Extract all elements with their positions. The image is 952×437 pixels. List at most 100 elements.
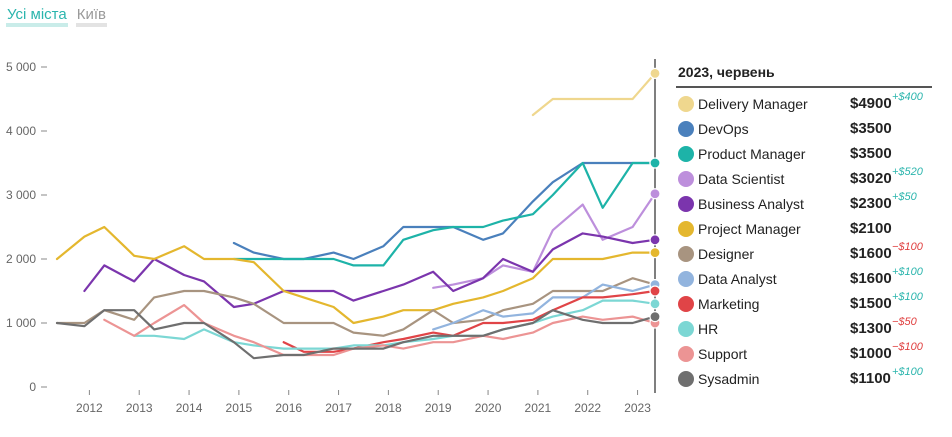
x-tick-label: 2021: [525, 401, 552, 415]
legend-item[interactable]: Data Analyst $1600 +$100: [676, 266, 932, 294]
series-end-point: [649, 311, 661, 323]
series-line: [55, 277, 657, 337]
series-line: [55, 225, 657, 325]
legend-item-value: $1600: [850, 245, 892, 262]
legend-item-name: Data Analyst: [698, 271, 777, 287]
legend-item-delta: +$400: [892, 91, 923, 103]
series-end-point: [649, 157, 661, 169]
x-tick-label: 2022: [574, 401, 601, 415]
series-line: [103, 304, 657, 357]
y-tick-label: 3 000: [6, 188, 36, 202]
series-line: [432, 192, 657, 289]
legend-item-value: $1300: [850, 320, 892, 337]
salary-line-chart: 0 1 000 2 000 3 000 4 000 5 000 2012 2013 2014 20…: [6, 59, 661, 415]
series-end-point: [649, 247, 661, 259]
x-tick-label: 2015: [226, 401, 253, 415]
legend-item-value: $1600: [850, 270, 892, 287]
x-tick-label: 2016: [275, 401, 302, 415]
legend-item-name: Designer: [698, 246, 755, 262]
legend-item[interactable]: Data Scientist $3020 +$520: [676, 166, 932, 194]
series-line: [531, 72, 657, 117]
series-end-point: [649, 234, 661, 246]
legend-item-name: Project Manager: [698, 221, 801, 237]
legend-item-name: HR: [698, 321, 719, 337]
legend-item-delta: −$50: [892, 316, 917, 328]
legend-item[interactable]: Business Analyst $2300 +$50: [676, 191, 932, 219]
legend-item[interactable]: Delivery Manager $4900 +$400: [676, 91, 932, 119]
series-end-point: [649, 285, 661, 297]
legend-item-value: $4900: [850, 95, 892, 112]
y-tick-label: 1 000: [6, 316, 36, 330]
legend-item-delta: +$100: [892, 366, 923, 378]
legend-item[interactable]: Project Manager $2100: [676, 219, 932, 244]
legend-item-value: $3500: [850, 145, 892, 162]
legend-item[interactable]: Support $1000 −$100: [676, 341, 932, 369]
legend-item[interactable]: Sysadmin $1100 +$100: [676, 366, 932, 394]
x-tick-label: 2012: [76, 401, 103, 415]
legend-color-dot: [678, 96, 694, 112]
series-line: [232, 161, 657, 261]
legend-color-dot: [678, 171, 694, 187]
y-tick-label: 5 000: [6, 60, 36, 74]
legend-item-name: Business Analyst: [698, 196, 804, 212]
y-tick-label: 4 000: [6, 124, 36, 138]
series-line: [83, 232, 657, 309]
series-line: [55, 309, 657, 360]
legend-color-dot: [678, 321, 694, 337]
legend-color-dot: [678, 246, 694, 262]
legend-item-name: Delivery Manager: [698, 96, 808, 112]
x-tick-label: 2019: [425, 401, 452, 415]
legend-color-dot: [678, 271, 694, 287]
y-tick-label: 2 000: [6, 252, 36, 266]
x-tick-label: 2017: [325, 401, 352, 415]
legend-color-dot: [678, 196, 694, 212]
legend-color-dot: [678, 296, 694, 312]
tab-all-cities[interactable]: Усі міста: [6, 5, 68, 27]
x-tick-label: 2014: [176, 401, 203, 415]
y-tick-label: 0: [29, 380, 36, 394]
series-line: [232, 161, 657, 267]
series-line: [432, 283, 657, 331]
legend-color-dot: [678, 146, 694, 162]
legend-item[interactable]: Product Manager $3500: [676, 144, 932, 169]
legend-list: Delivery Manager $4900 +$400 DevOps $3500 Pro…: [676, 91, 932, 394]
series-end-point: [649, 188, 661, 200]
legend-item-value: $1500: [850, 295, 892, 312]
legend-item-delta: +$50: [892, 191, 917, 203]
legend-item-value: $1000: [850, 345, 892, 362]
legend-item-delta: +$520: [892, 166, 923, 178]
legend-item-delta: +$100: [892, 291, 923, 303]
chart-legend: 2023, червень Delivery Manager $4900 +$400…: [676, 60, 932, 394]
legend-color-dot: [678, 346, 694, 362]
legend-item[interactable]: Marketing $1500 +$100: [676, 291, 932, 319]
legend-color-dot: [678, 371, 694, 387]
series-line: [282, 289, 657, 353]
series-end-point: [649, 67, 661, 80]
series-end-point: [649, 298, 661, 310]
legend-item-value: $1100: [850, 370, 891, 387]
legend-color-dot: [678, 221, 694, 237]
city-tabs: Усі міста Київ: [6, 5, 107, 27]
legend-item-value: $3500: [850, 120, 892, 137]
legend-item-delta: −$100: [892, 341, 923, 353]
x-tick-label: 2018: [375, 401, 402, 415]
legend-item-value: $3020: [850, 170, 892, 187]
legend-item-value: $2300: [850, 195, 892, 212]
x-tick-label: 2020: [475, 401, 502, 415]
tab-kyiv[interactable]: Київ: [75, 5, 107, 27]
legend-item-delta: −$100: [892, 241, 923, 253]
legend-item[interactable]: HR $1300 −$50: [676, 316, 932, 344]
legend-title: 2023, червень: [676, 60, 932, 88]
x-tick-label: 2013: [126, 401, 153, 415]
legend-item[interactable]: Designer $1600 −$100: [676, 241, 932, 269]
legend-item-value: $2100: [850, 220, 892, 237]
legend-item[interactable]: DevOps $3500: [676, 119, 932, 144]
legend-color-dot: [678, 121, 694, 137]
legend-item-name: Sysadmin: [698, 371, 760, 387]
x-tick-label: 2023: [624, 401, 651, 415]
legend-item-delta: +$100: [892, 266, 923, 278]
legend-item-name: DevOps: [698, 121, 749, 137]
series-line: [133, 299, 657, 350]
legend-item-name: Marketing: [698, 296, 760, 312]
legend-item-name: Product Manager: [698, 146, 806, 162]
